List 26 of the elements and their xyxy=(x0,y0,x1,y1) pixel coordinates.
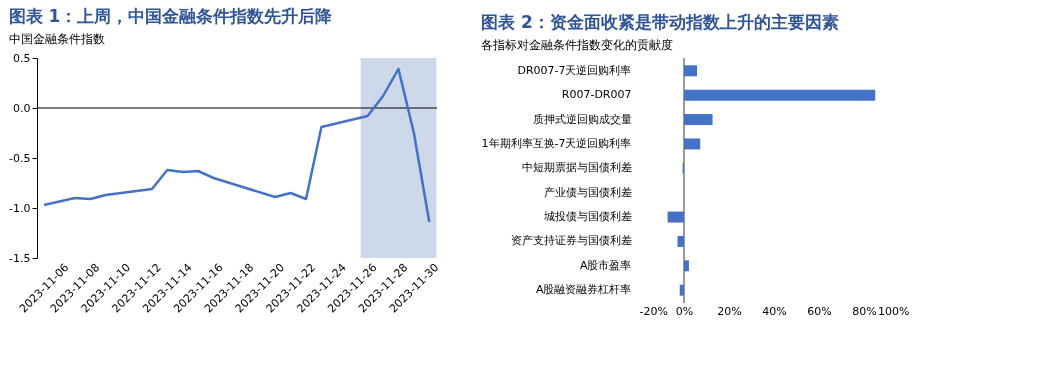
chart-subtitle: 中国金融条件指数 xyxy=(8,32,105,46)
y-tick-label: 0.5 xyxy=(13,51,31,65)
x-tick-label: 40% xyxy=(762,304,787,318)
x-tick-label: 80% xyxy=(852,304,877,318)
y-tick-label: 产业债与国债利差 xyxy=(543,185,632,199)
chart-title: 图表 2：资金面收紧是带动指数上升的主要因素 xyxy=(481,11,839,32)
x-tick-label: 60% xyxy=(807,304,832,318)
y-tick-label: 中短期票据与国债利差 xyxy=(521,161,632,175)
y-tick-label: 质押式逆回购成交量 xyxy=(532,112,632,126)
y-tick-label: A股融资融券杠杆率 xyxy=(535,283,632,297)
y-tick-label: DR007-7天逆回购利率 xyxy=(517,63,632,77)
x-tick-label: -20% xyxy=(639,304,668,318)
x-tick-label: 0% xyxy=(675,304,694,318)
y-tick-label: 资产支持证券与国债利差 xyxy=(510,234,632,248)
y-tick-label: A股市盈率 xyxy=(579,258,632,272)
y-tick-label: 0.0 xyxy=(13,101,31,115)
chart-title: 图表 1：上周，中国金融条件指数先升后降 xyxy=(8,6,334,26)
chart-subtitle: 各指标对金融条件指数变化的贡献度 xyxy=(481,37,674,52)
x-tick-label: 20% xyxy=(717,304,742,318)
y-tick-label: 城投债与国债利差 xyxy=(542,210,632,224)
y-tick-label: 1年期利率互换-7天逆回购利率 xyxy=(481,136,632,150)
y-tick-label: -1.0 xyxy=(9,201,31,215)
y-tick-label: -1.5 xyxy=(9,251,31,265)
y-tick-label: -0.5 xyxy=(9,151,31,165)
y-tick-label: R007-DR007 xyxy=(561,88,632,102)
x-tick-label: 100% xyxy=(878,304,910,318)
